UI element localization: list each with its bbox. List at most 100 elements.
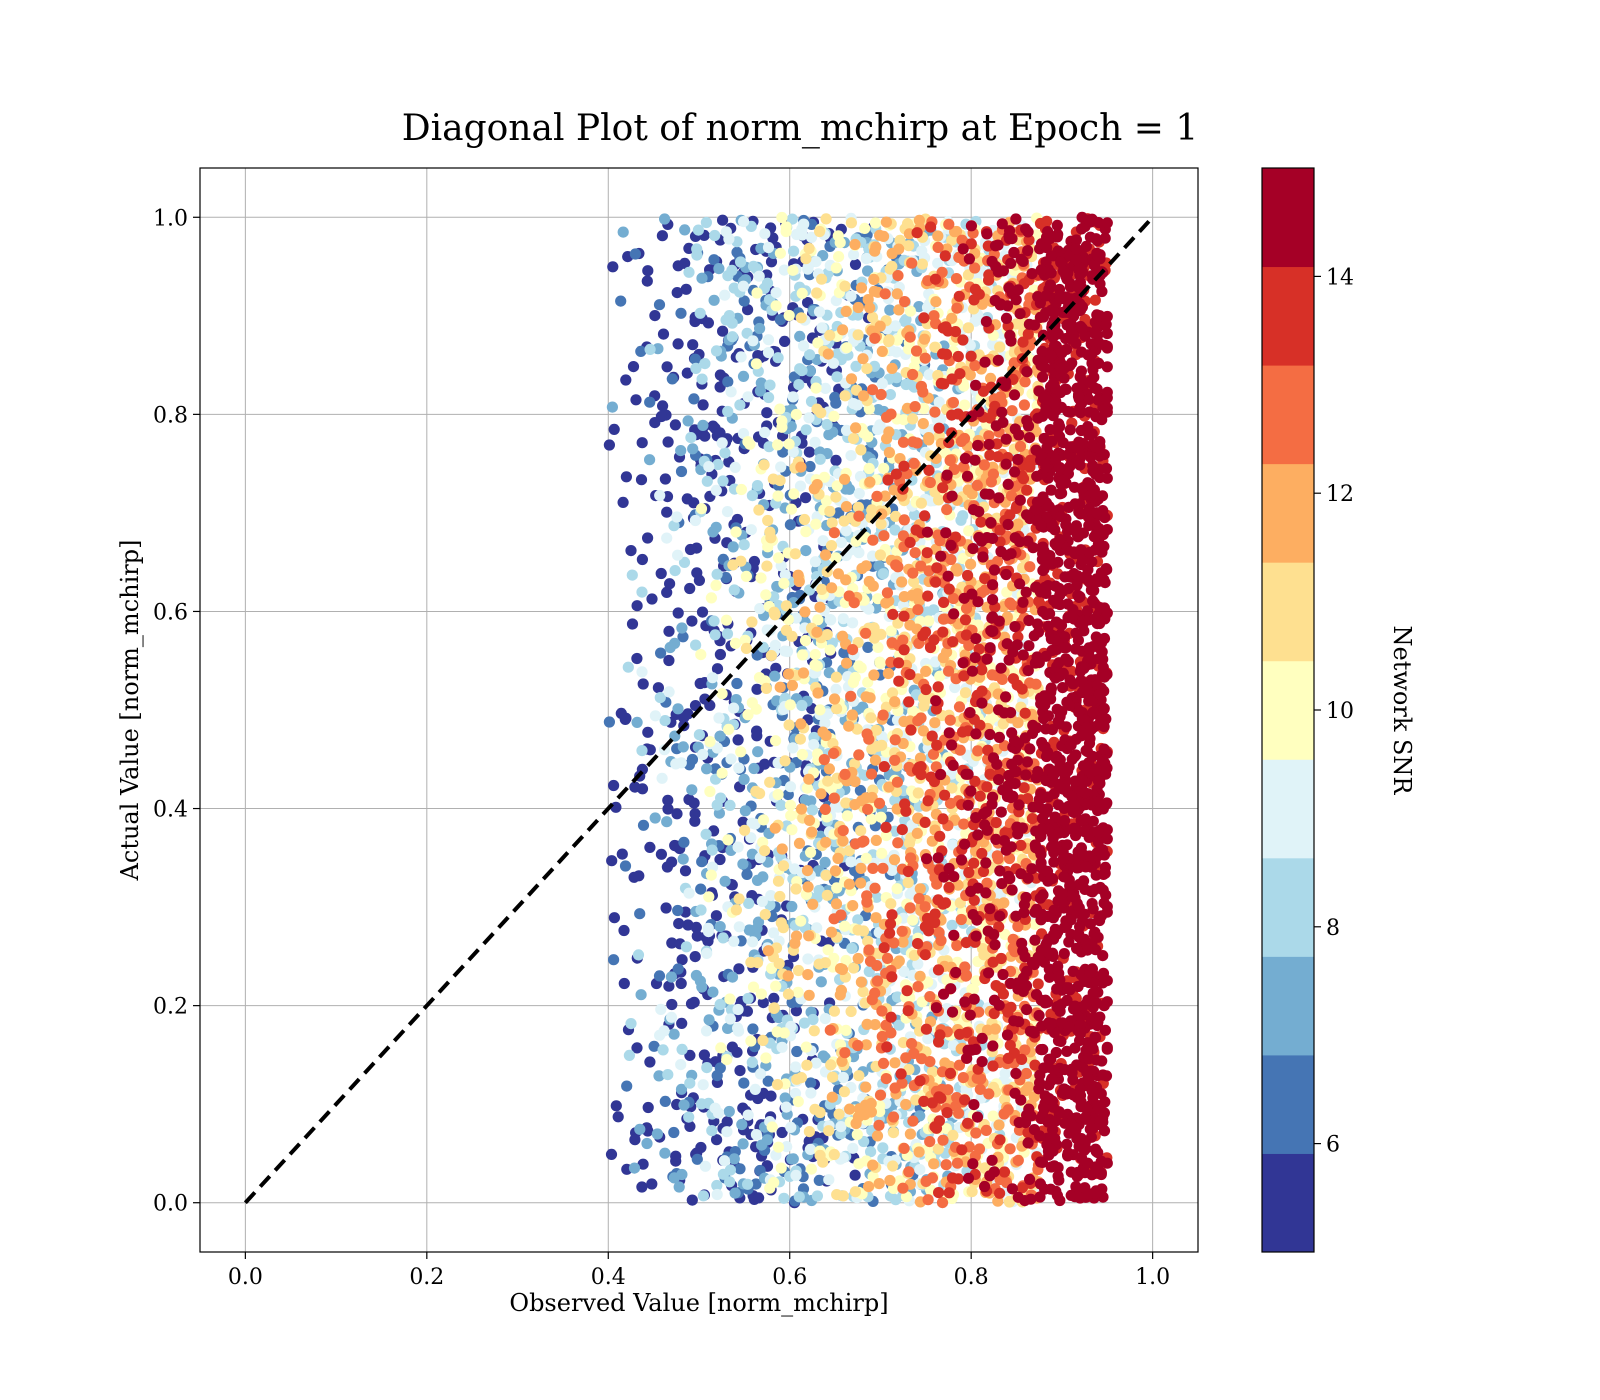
scatter-point — [840, 797, 852, 809]
scatter-point — [849, 671, 861, 684]
scatter-point — [652, 682, 665, 694]
scatter-point — [840, 424, 853, 436]
scatter-point — [811, 660, 823, 672]
scatter-point — [866, 743, 878, 755]
scatter-point — [731, 677, 743, 690]
scatter-point — [811, 287, 823, 299]
scatter-point — [664, 641, 676, 654]
scatter-point — [754, 603, 766, 615]
scatter-point — [644, 454, 656, 466]
scatter-point — [932, 894, 944, 906]
scatter-point — [761, 407, 773, 419]
scatter-point — [870, 912, 882, 924]
scatter-point — [824, 505, 836, 517]
scatter-point — [717, 932, 729, 944]
scatter-point — [897, 436, 910, 448]
scatter-point — [852, 501, 865, 513]
scatter-point — [656, 772, 668, 784]
scatter-point — [791, 1073, 803, 1085]
scatter-point — [714, 648, 727, 661]
scatter-point — [739, 805, 752, 817]
scatter-point — [748, 762, 760, 775]
scatter-point — [922, 1194, 934, 1206]
scatter-point — [954, 744, 966, 756]
scatter-point — [789, 863, 801, 875]
scatter-point — [751, 683, 763, 695]
scatter-point — [847, 433, 860, 445]
scatter-point — [917, 386, 929, 398]
scatter-point — [799, 794, 811, 806]
scatter-point — [668, 1126, 680, 1139]
scatter-point — [886, 260, 898, 272]
scatter-point — [881, 952, 894, 965]
scatter-point — [637, 819, 650, 831]
scatter-point — [967, 983, 980, 996]
scatter-point — [895, 1068, 907, 1080]
scatter-point — [904, 668, 916, 681]
scatter-point — [1006, 405, 1018, 417]
scatter-point — [805, 1077, 817, 1089]
scatter-point — [617, 496, 629, 508]
scatter-point — [882, 667, 895, 680]
scatter-point — [983, 430, 995, 442]
scatter-point — [655, 567, 667, 580]
scatter-point — [774, 403, 786, 415]
scatter-point — [888, 484, 900, 496]
scatter-point — [636, 1181, 648, 1193]
scatter-point — [759, 228, 771, 240]
scatter-point — [1007, 673, 1020, 685]
scatter-point — [641, 275, 653, 287]
scatter-point — [733, 921, 745, 933]
scatter-point — [845, 1005, 857, 1018]
scatter-point — [672, 607, 684, 619]
scatter-point — [828, 527, 841, 539]
scatter-point — [835, 1121, 847, 1133]
scatter-point — [606, 855, 618, 867]
scatter-point — [837, 825, 849, 837]
scatter-point — [662, 436, 674, 448]
scatter-point — [937, 613, 950, 625]
scatter-point — [722, 834, 734, 846]
scatter-point — [678, 556, 691, 569]
scatter-point — [876, 1005, 888, 1017]
scatter-point — [865, 712, 877, 724]
scatter-point — [850, 422, 862, 434]
scatter-point — [869, 245, 881, 257]
scatter-point — [891, 991, 904, 1003]
scatter-point — [762, 241, 775, 254]
scatter-point — [695, 649, 707, 661]
scatter-point — [679, 224, 691, 236]
scatter-point — [912, 787, 924, 799]
scatter-point — [1019, 707, 1031, 719]
scatter-point — [690, 639, 702, 651]
scatter-point — [870, 834, 882, 847]
scatter-point — [958, 818, 970, 830]
scatter-point — [809, 436, 821, 448]
scatter-point — [780, 600, 793, 612]
scatter-point — [959, 1094, 971, 1106]
scatter-point — [959, 614, 972, 626]
scatter-point — [914, 752, 927, 764]
scatter-point — [737, 858, 749, 870]
scatter-point — [904, 902, 916, 914]
scatter-point — [980, 1124, 992, 1136]
scatter-point — [913, 892, 925, 905]
scatter-point — [960, 970, 972, 982]
scatter-point — [897, 936, 909, 948]
scatter-point — [776, 843, 788, 855]
scatter-point — [981, 1024, 994, 1036]
scatter-point — [627, 361, 640, 373]
scatter-point — [919, 510, 931, 522]
scatter-point — [635, 345, 647, 357]
scatter-point — [792, 569, 804, 581]
scatter-point — [686, 784, 698, 796]
scatter-point — [753, 672, 766, 684]
scatter-point — [1026, 813, 1038, 825]
scatter-point — [873, 1119, 885, 1131]
scatter-point — [696, 272, 708, 284]
scatter-point — [802, 969, 814, 981]
scatter-point — [852, 301, 864, 314]
scatter-point — [902, 865, 914, 878]
scatter-point — [675, 465, 688, 478]
scatter-point — [823, 1174, 835, 1186]
